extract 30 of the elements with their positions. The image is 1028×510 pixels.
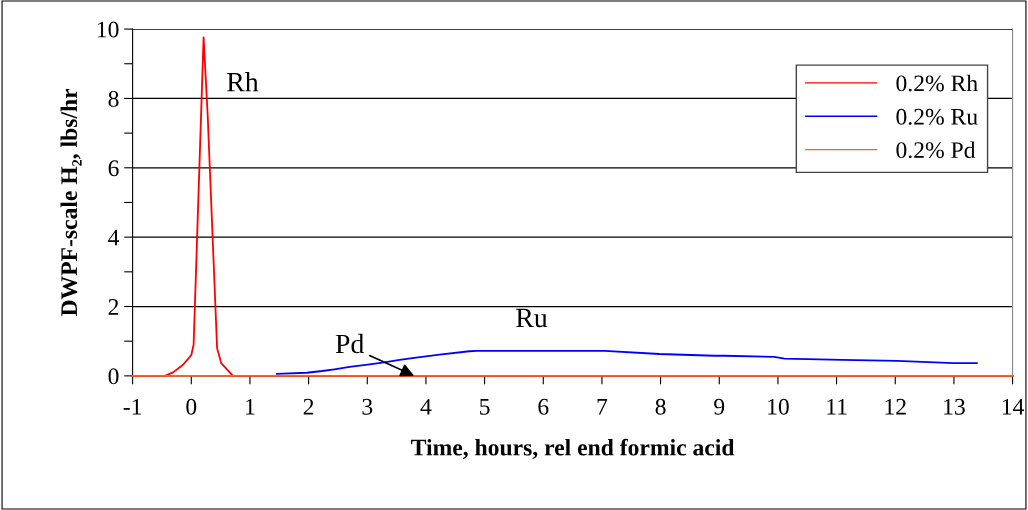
y-tick-label: 6 xyxy=(108,160,119,177)
y-tick-label: 4 xyxy=(108,229,120,246)
y-axis-title: DWPF-scale H₂, lbs/hr xyxy=(60,88,82,317)
x-tick-label: 8 xyxy=(655,398,666,415)
x-tick-label: 0 xyxy=(186,398,197,415)
x-tick-label: 2 xyxy=(303,398,314,415)
x-tick-label: 4 xyxy=(420,398,432,415)
annotation: Ru xyxy=(516,308,548,328)
x-tick-label: 14 xyxy=(1002,398,1025,415)
y-tick-label: 10 xyxy=(97,21,119,38)
x-tick-label: 7 xyxy=(597,399,608,415)
y-tick-label: 2 xyxy=(108,299,119,315)
y-tick-label: 0 xyxy=(108,368,119,385)
x-tick-label: 13 xyxy=(944,398,965,415)
x-tick-label: 6 xyxy=(538,398,549,415)
x-tick-label: 9 xyxy=(714,398,725,415)
y-tick-label: 8 xyxy=(108,90,119,107)
x-tick-label: 11 xyxy=(827,398,847,415)
legend-label: 0.2% Pd xyxy=(896,141,976,159)
x-tick-label: 10 xyxy=(768,398,789,415)
x-tick-label: 3 xyxy=(362,398,373,415)
x-tick-label: -1 xyxy=(123,398,142,415)
x-axis-title: Time, hours, rel end formic acid xyxy=(411,438,735,459)
annotation: Rh xyxy=(227,72,259,92)
x-tick-label: 12 xyxy=(885,398,906,415)
annotation: Pd xyxy=(335,333,364,354)
legend-label: 0.2% Rh xyxy=(896,74,978,92)
legend-label: 0.2% Ru xyxy=(896,108,978,125)
x-tick-label: 5 xyxy=(480,399,490,415)
x-tick-label: 1 xyxy=(246,398,255,415)
